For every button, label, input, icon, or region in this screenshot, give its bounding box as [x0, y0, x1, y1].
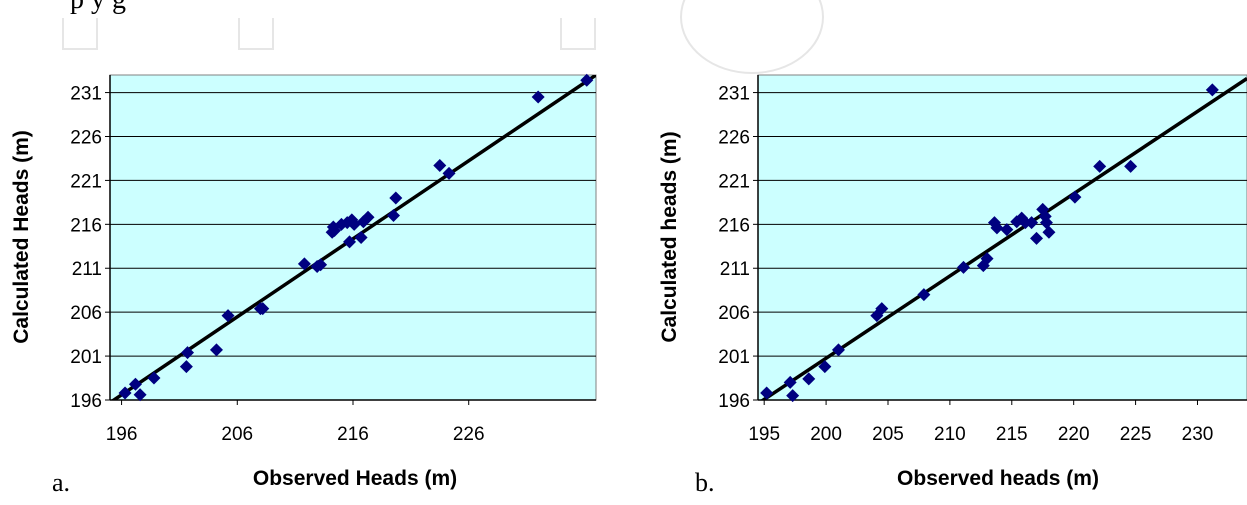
- chart-b-plot-area: [757, 74, 1247, 401]
- clipped-caption-text: p y g: [0, 0, 1247, 24]
- chart-a-x-tick-label: 206: [221, 424, 253, 445]
- chart-b-x-tick-label: 205: [872, 424, 904, 445]
- chart-a-data-point: [343, 235, 357, 249]
- chart-b-y-axis-title: Calculated heads (m): [658, 131, 681, 342]
- chart-b-data-point: [875, 302, 889, 316]
- chart-b-x-tick-label: 210: [934, 424, 966, 445]
- chart-b-x-tick-label: 225: [1120, 424, 1152, 445]
- chart-a-data-point: [221, 309, 235, 323]
- chart-a-data-point: [297, 257, 311, 271]
- chart-a-data-point: [181, 346, 195, 360]
- chart-b-data-point: [831, 343, 845, 357]
- chart-a-data-point: [128, 377, 142, 391]
- chart-a-y-tick-label: 231: [70, 84, 102, 105]
- chart-b-data-point: [818, 360, 832, 374]
- chart-a-data-point: [327, 223, 341, 237]
- panel-a-letter: a.: [52, 468, 71, 497]
- chart-a-x-tick-label: 216: [337, 424, 369, 445]
- chart-a-data-point: [118, 386, 132, 400]
- chart-a-data-point: [531, 90, 545, 104]
- chart-a-data-point: [314, 258, 328, 272]
- chart-b-x-tick-label: 200: [810, 424, 842, 445]
- chart-b-data-point: [783, 375, 797, 389]
- chart-b-data-point: [1205, 83, 1219, 97]
- chart-a-data-point: [179, 360, 193, 374]
- watermark-shape-1: [62, 18, 98, 50]
- chart-b-data-point: [1000, 223, 1014, 237]
- chart-a-data-point: [347, 217, 361, 231]
- chart-a-data-point: [256, 302, 270, 316]
- panel-b-letter: b.: [695, 468, 715, 497]
- chart-b-data-point: [1025, 216, 1039, 230]
- chart-b-data-point: [1124, 159, 1138, 173]
- chart-b-y-tick-label: 226: [718, 127, 750, 148]
- chart-a-data-point: [580, 73, 594, 87]
- chart-a-y-tick-label: 216: [70, 215, 102, 236]
- chart-b-data-point: [1030, 231, 1044, 245]
- chart-a-y-tick-label: 206: [70, 303, 102, 324]
- chart-b-x-tick-label: 195: [748, 424, 780, 445]
- chart-a-trendline: [110, 75, 596, 400]
- chart-a-data-point: [133, 388, 147, 402]
- chart-b-data-point: [980, 252, 994, 266]
- chart-b-data-point: [957, 260, 971, 274]
- chart-b-y-tick-label: 216: [718, 215, 750, 236]
- chart-b-y-tick-label: 201: [718, 347, 750, 368]
- chart-b-data-point: [1093, 159, 1107, 173]
- chart-b-x-tick-label: 220: [1058, 424, 1090, 445]
- chart-a-y-tick-label: 226: [70, 127, 102, 148]
- chart-b-data-point: [1039, 216, 1053, 230]
- chart-b-y-tick-label: 231: [718, 84, 750, 105]
- chart-b-y-tick-label: 221: [718, 171, 750, 192]
- chart-a: 196 201 206 211 216 221 226 231 196 206 216 226 Obse…: [10, 73, 597, 490]
- chart-a-data-point: [209, 343, 223, 357]
- chart-b-x-tick-label: 215: [996, 424, 1028, 445]
- watermark-shape-2: [238, 18, 274, 50]
- chart-a-x-axis-title: Observed Heads (m): [253, 467, 457, 490]
- chart-b-y-tick-label: 211: [720, 259, 750, 280]
- chart-b-data-point: [760, 386, 774, 400]
- chart-a-y-tick-label: 221: [70, 171, 102, 192]
- chart-a-data-point: [442, 166, 456, 180]
- chart-b-y-tick-label: 196: [718, 391, 750, 412]
- chart-b-data-point: [1068, 190, 1082, 204]
- chart-a-x-tick-label: 196: [106, 424, 138, 445]
- chart-a-data-point: [387, 209, 400, 223]
- chart-b-data-point: [786, 389, 800, 403]
- chart-a-data-point: [147, 371, 161, 385]
- chart-a-y-axis-title: Calculated Heads (m): [10, 130, 33, 344]
- chart-b-data-point: [802, 372, 816, 386]
- chart-a-data-point: [433, 158, 447, 172]
- chart-a-data-point: [389, 191, 403, 205]
- chart-a-data-point: [354, 231, 368, 244]
- chart-a-data-point: [361, 210, 375, 224]
- watermark-shape-3: [560, 18, 596, 50]
- chart-b-y-tick-label: 206: [718, 303, 750, 324]
- chart-a-y-tick-label: 196: [70, 391, 102, 412]
- chart-b-data-point: [990, 221, 1004, 235]
- chart-b-data-point: [1042, 225, 1056, 239]
- chart-b-data-point: [917, 288, 931, 302]
- chart-b-x-axis-title: Observed heads (m): [897, 467, 1099, 490]
- chart-a-x-tick-label: 226: [453, 424, 485, 445]
- chart-b: 196 201 206 211 216 221 226 231 195 200 205 210 215 2…: [658, 74, 1247, 490]
- chart-a-y-tick-label: 201: [70, 347, 102, 368]
- chart-b-x-tick-label: 230: [1182, 424, 1214, 445]
- chart-a-y-tick-label: 211: [72, 259, 102, 280]
